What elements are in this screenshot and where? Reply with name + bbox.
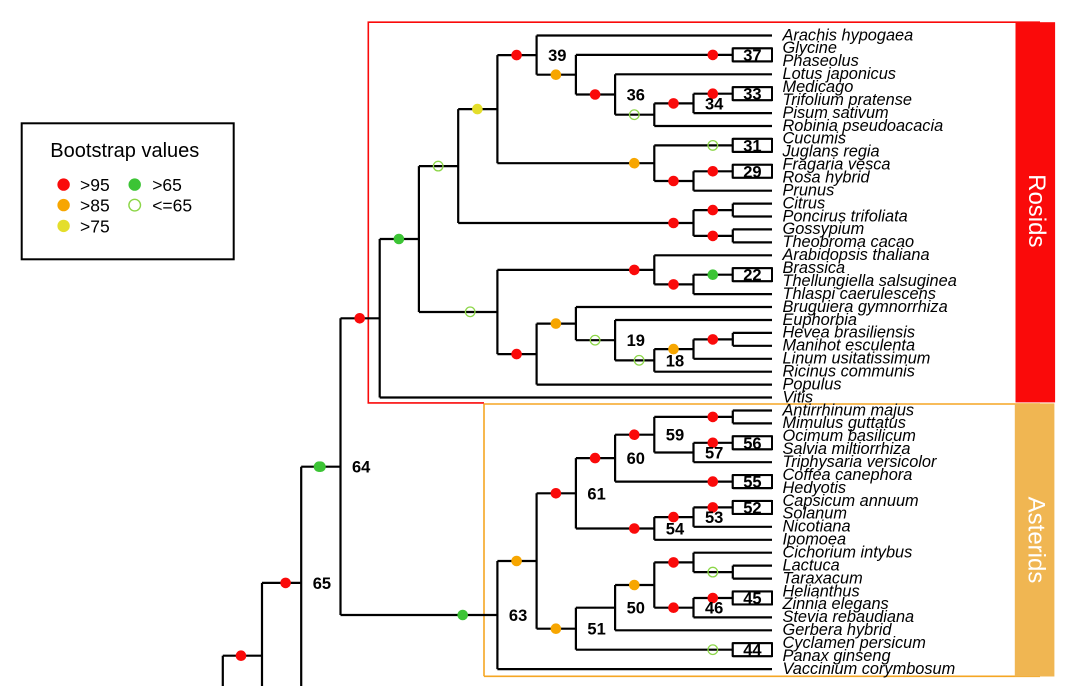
svg-text:Linum usitatissimum: Linum usitatissimum (783, 350, 931, 368)
svg-text:Gerbera hybrid: Gerbera hybrid (783, 621, 893, 639)
svg-text:>65: >65 (152, 175, 182, 195)
svg-text:Vitis: Vitis (783, 388, 814, 406)
svg-text:44: 44 (743, 642, 762, 660)
svg-text:18: 18 (666, 352, 684, 370)
svg-text:33: 33 (743, 86, 761, 104)
svg-text:>95: >95 (80, 175, 110, 195)
svg-text:Mimulus guttatus: Mimulus guttatus (783, 414, 906, 432)
svg-text:Cichorium intybus: Cichorium intybus (783, 544, 913, 562)
svg-text:Thlaspi caerulescens: Thlaspi caerulescens (783, 285, 936, 303)
svg-text:Phaseolus: Phaseolus (783, 52, 859, 70)
svg-text:>75: >75 (80, 216, 110, 236)
svg-text:Rosids: Rosids (1023, 174, 1050, 247)
svg-text:Poncirus trifoliata: Poncirus trifoliata (783, 207, 908, 225)
svg-text:Solanum: Solanum (783, 505, 847, 523)
svg-text:29: 29 (743, 163, 761, 181)
svg-text:Panax ginseng: Panax ginseng (783, 647, 891, 665)
svg-text:Arachis hypogaea: Arachis hypogaea (782, 26, 914, 44)
svg-text:19: 19 (627, 332, 645, 350)
svg-text:Ocimum basilicum: Ocimum basilicum (783, 427, 916, 445)
svg-text:Gossypium: Gossypium (783, 220, 865, 238)
svg-text:Arabidopsis thaliana: Arabidopsis thaliana (782, 246, 930, 264)
svg-text:Ipomoea: Ipomoea (783, 531, 847, 549)
svg-text:61: 61 (587, 485, 605, 503)
svg-text:Cucumis: Cucumis (783, 130, 847, 148)
svg-text:Glycine: Glycine (783, 39, 837, 57)
svg-text:59: 59 (666, 427, 684, 445)
svg-text:Vaccinium corymbosum: Vaccinium corymbosum (783, 660, 956, 678)
svg-text:39: 39 (548, 47, 566, 65)
svg-text:60: 60 (627, 450, 645, 468)
svg-text:63: 63 (509, 607, 527, 625)
svg-text:56: 56 (743, 435, 761, 453)
svg-text:Antirrhinum majus: Antirrhinum majus (782, 401, 915, 419)
svg-text:37: 37 (743, 47, 761, 65)
svg-text:Prunus: Prunus (783, 182, 835, 200)
svg-text:Bruguiera gymnorrhiza: Bruguiera gymnorrhiza (783, 298, 948, 316)
svg-text:36: 36 (627, 87, 645, 105)
svg-text:50: 50 (627, 600, 645, 618)
svg-text:Populus: Populus (783, 375, 842, 393)
svg-text:Juglans regia: Juglans regia (782, 143, 880, 161)
svg-text:Robinia pseudoacacia: Robinia pseudoacacia (783, 117, 944, 135)
svg-text:Triphysaria versicolor: Triphysaria versicolor (783, 453, 938, 471)
svg-text:52: 52 (743, 499, 761, 517)
svg-text:Nicotiana: Nicotiana (783, 518, 851, 536)
svg-text:Ricinus communis: Ricinus communis (783, 363, 915, 381)
svg-text:Taraxacum: Taraxacum (783, 569, 863, 587)
svg-text:Theobroma cacao: Theobroma cacao (783, 233, 915, 251)
svg-text:Hevea brasiliensis: Hevea brasiliensis (783, 324, 916, 342)
svg-text:Coffea canephora: Coffea canephora (783, 466, 913, 484)
svg-text:>85: >85 (80, 196, 110, 216)
svg-text:31: 31 (743, 137, 761, 155)
svg-text:Asterids: Asterids (1022, 497, 1049, 584)
svg-text:Medicago: Medicago (783, 78, 854, 96)
svg-text:Helianthus: Helianthus (783, 582, 860, 600)
svg-text:22: 22 (743, 267, 761, 285)
svg-text:45: 45 (743, 590, 761, 608)
svg-text:Manihot esculenta: Manihot esculenta (783, 337, 916, 355)
svg-text:55: 55 (743, 474, 761, 492)
svg-text:53: 53 (705, 509, 723, 527)
svg-text:Euphorbia: Euphorbia (783, 311, 857, 329)
svg-text:51: 51 (587, 621, 605, 639)
svg-text:57: 57 (705, 445, 723, 463)
svg-text:46: 46 (705, 600, 723, 618)
svg-text:Zinnia elegans: Zinnia elegans (782, 595, 889, 613)
svg-text:Pisum sativum: Pisum sativum (783, 104, 889, 122)
svg-text:54: 54 (666, 521, 685, 539)
svg-text:Cyclamen persicum: Cyclamen persicum (783, 634, 926, 652)
svg-text:Brassica: Brassica (783, 259, 846, 277)
svg-text:64: 64 (352, 459, 371, 477)
svg-text:Lotus japonicus: Lotus japonicus (783, 65, 896, 83)
svg-text:65: 65 (313, 575, 331, 593)
svg-text:Rosa hybrid: Rosa hybrid (783, 169, 871, 187)
svg-text:34: 34 (705, 95, 724, 113)
svg-text:Lactuca: Lactuca (783, 556, 840, 574)
svg-text:Citrus: Citrus (783, 194, 826, 212)
svg-text:Trifolium pratense: Trifolium pratense (783, 91, 912, 109)
svg-text:Salvia miltiorrhiza: Salvia miltiorrhiza (783, 440, 911, 458)
svg-text:Capsicum annuum: Capsicum annuum (783, 492, 919, 510)
svg-text:Thellungiella salsuginea: Thellungiella salsuginea (783, 272, 957, 290)
svg-text:Stevia rebaudiana: Stevia rebaudiana (783, 608, 915, 626)
svg-text:Bootstrap values: Bootstrap values (50, 140, 199, 162)
svg-text:Fragaria vesca: Fragaria vesca (783, 156, 891, 174)
svg-text:Hedyotis: Hedyotis (783, 479, 847, 497)
svg-text:<=65: <=65 (152, 196, 192, 216)
